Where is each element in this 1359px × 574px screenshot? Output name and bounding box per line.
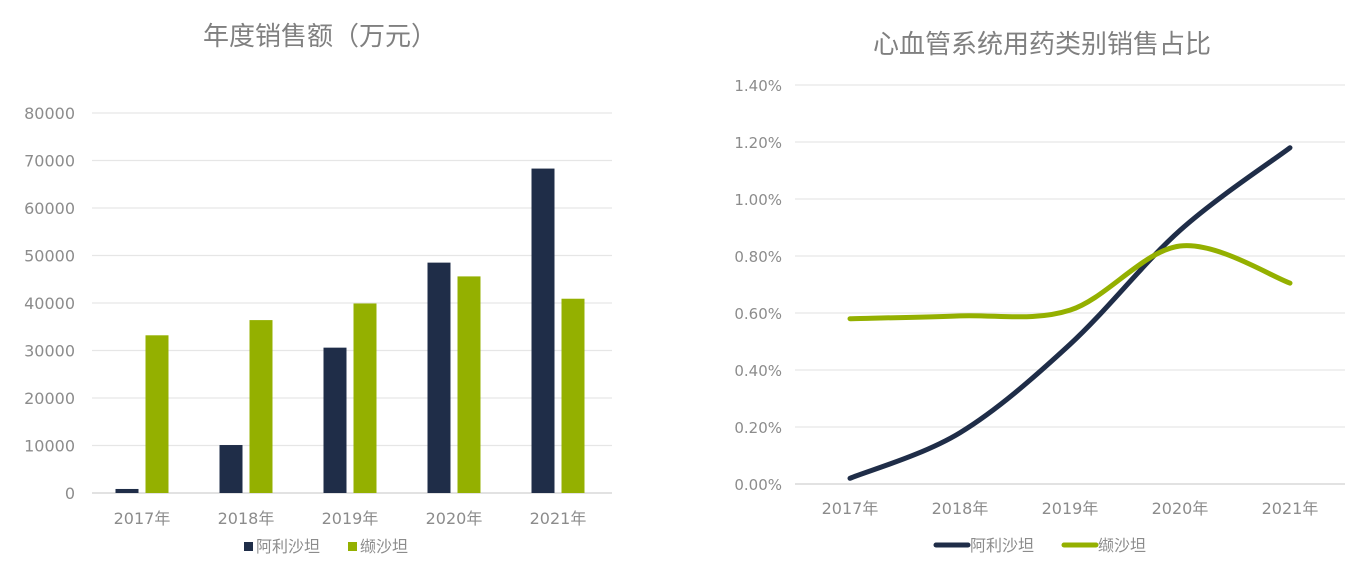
legend-label: 缬沙坦: [1098, 536, 1146, 555]
y-tick-label: 70000: [24, 152, 75, 171]
y-tick-label: 80000: [24, 104, 75, 123]
bar-缬沙坦: [249, 320, 273, 493]
y-tick-label: 20000: [24, 389, 75, 408]
x-tick-label: 2017年: [822, 499, 879, 518]
x-tick-label: 2018年: [932, 499, 989, 518]
x-tick-label: 2021年: [530, 509, 587, 528]
x-tick-label: 2020年: [1152, 499, 1209, 518]
bar-阿利沙坦: [115, 488, 139, 493]
y-tick-label: 1.00%: [734, 191, 782, 209]
bar-缬沙坦: [353, 303, 377, 493]
y-tick-label: 10000: [24, 437, 75, 456]
y-tick-label: 60000: [24, 199, 75, 218]
bar-chart-title: 年度销售额（万元）: [203, 22, 437, 52]
x-tick-label: 2017年: [114, 509, 171, 528]
x-tick-label: 2019年: [322, 509, 379, 528]
y-tick-label: 0.40%: [734, 362, 782, 380]
y-tick-label: 30000: [24, 342, 75, 361]
y-tick-label: 1.40%: [734, 77, 782, 95]
y-tick-label: 0.00%: [734, 476, 782, 494]
y-tick-label: 0: [65, 484, 75, 503]
bar-阿利沙坦: [427, 262, 451, 493]
y-tick-label: 1.20%: [734, 134, 782, 152]
bar-缬沙坦: [561, 298, 585, 493]
legend-label: 阿利沙坦: [970, 536, 1034, 555]
legend-label: 阿利沙坦: [256, 537, 320, 556]
x-tick-label: 2021年: [1262, 499, 1319, 518]
y-tick-label: 0.60%: [734, 305, 782, 323]
y-tick-label: 0.20%: [734, 419, 782, 437]
x-tick-label: 2020年: [426, 509, 483, 528]
y-tick-label: 40000: [24, 294, 75, 313]
bar-缬沙坦: [457, 276, 481, 493]
line-chart-title: 心血管系统用药类别销售占比: [873, 30, 1211, 60]
legend-swatch: [348, 542, 357, 551]
legend-label: 缬沙坦: [360, 537, 408, 556]
legend-swatch: [244, 542, 253, 551]
x-tick-label: 2018年: [218, 509, 275, 528]
line-阿利沙坦: [847, 145, 1293, 481]
bar-阿利沙坦: [219, 445, 243, 493]
line-缬沙坦: [847, 243, 1293, 322]
y-tick-label: 50000: [24, 247, 75, 266]
bar-缬沙坦: [145, 335, 169, 493]
bar-阿利沙坦: [531, 168, 555, 493]
bar-阿利沙坦: [323, 347, 347, 493]
y-tick-label: 0.80%: [734, 248, 782, 266]
x-tick-label: 2019年: [1042, 499, 1099, 518]
